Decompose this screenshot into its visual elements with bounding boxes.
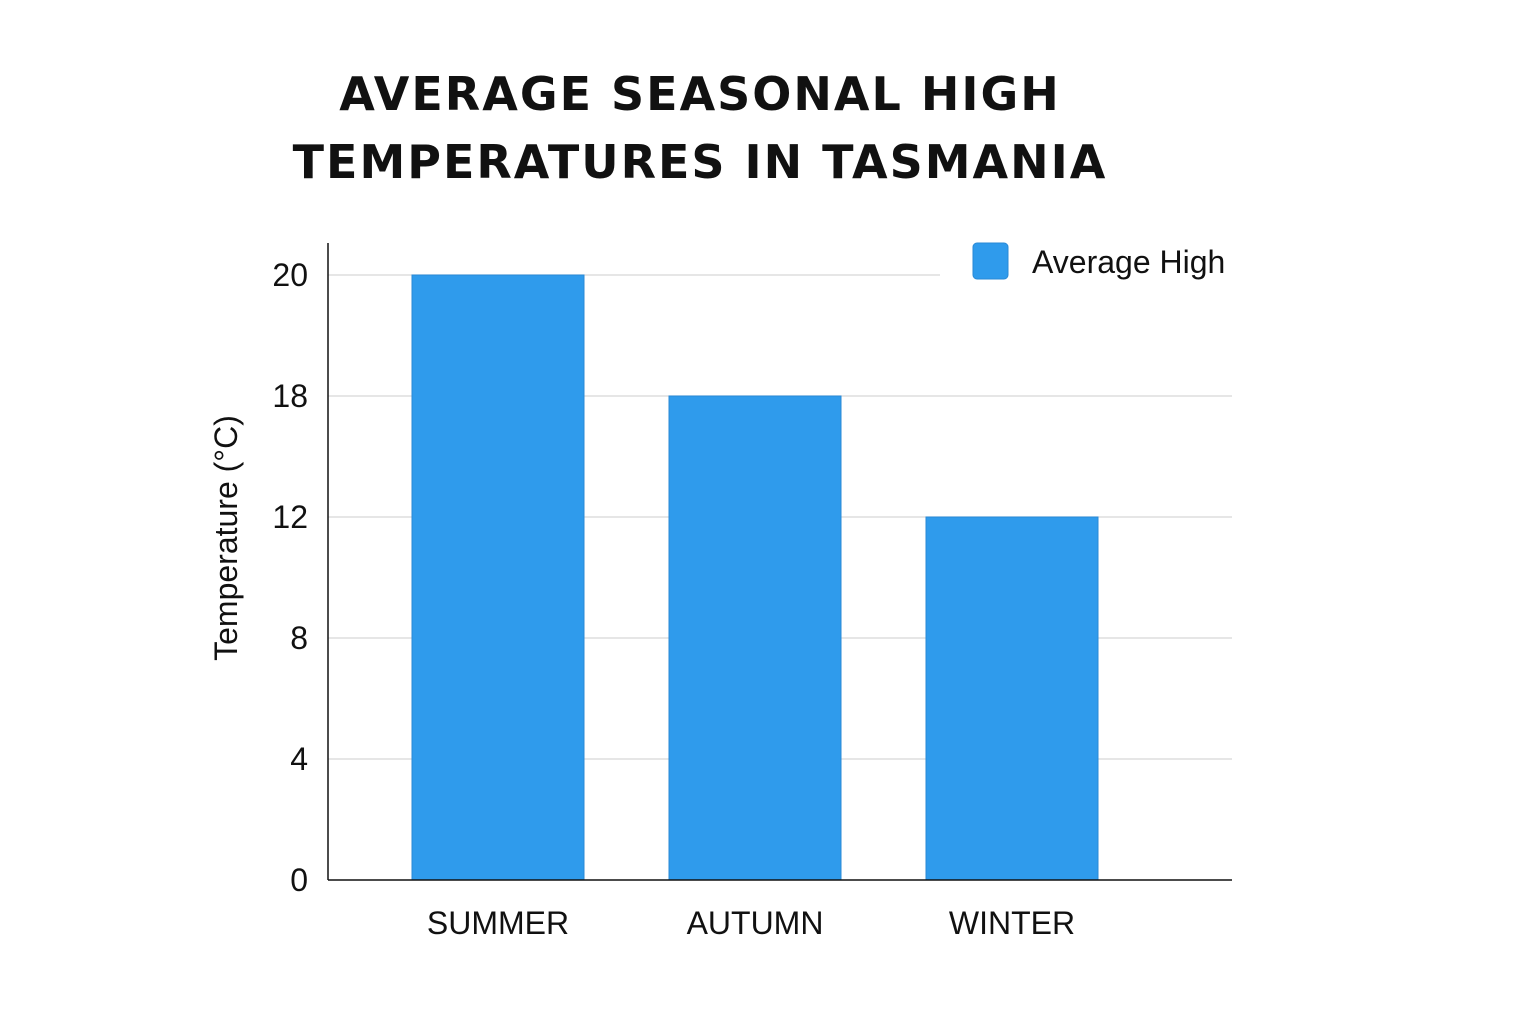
y-tick-label-8: 8 <box>290 620 308 656</box>
bar-winter <box>925 516 1099 881</box>
y-tick-labels: 0 4 8 12 18 20 <box>272 257 308 898</box>
x-category-labels: SUMMER AUTUMN WINTER <box>427 905 1075 941</box>
x-category-label-summer: SUMMER <box>427 905 569 941</box>
y-tick-label-0: 0 <box>290 862 308 898</box>
x-category-label-autumn: AUTUMN <box>687 905 824 941</box>
y-axis-title: Temperature (°C) <box>208 415 244 661</box>
legend-swatch <box>972 242 1009 280</box>
bar-summer <box>411 274 585 881</box>
y-tick-label-18: 18 <box>272 378 308 414</box>
y-tick-label-12: 12 <box>272 499 308 535</box>
chart-title: AVERAGE SEASONAL HIGH TEMPERATURES IN TA… <box>250 60 1150 196</box>
legend: Average High <box>972 242 1225 280</box>
legend-label: Average High <box>1032 244 1225 280</box>
y-tick-label-4: 4 <box>290 741 308 777</box>
y-tick-label-20: 20 <box>272 257 308 293</box>
x-category-label-winter: WINTER <box>949 905 1075 941</box>
chart-title-line-2: TEMPERATURES IN TASMANIA <box>292 135 1108 189</box>
bar-autumn <box>668 395 842 881</box>
axes <box>327 243 1232 881</box>
bars <box>411 274 1099 881</box>
chart-title-line-1: AVERAGE SEASONAL HIGH <box>339 67 1061 121</box>
